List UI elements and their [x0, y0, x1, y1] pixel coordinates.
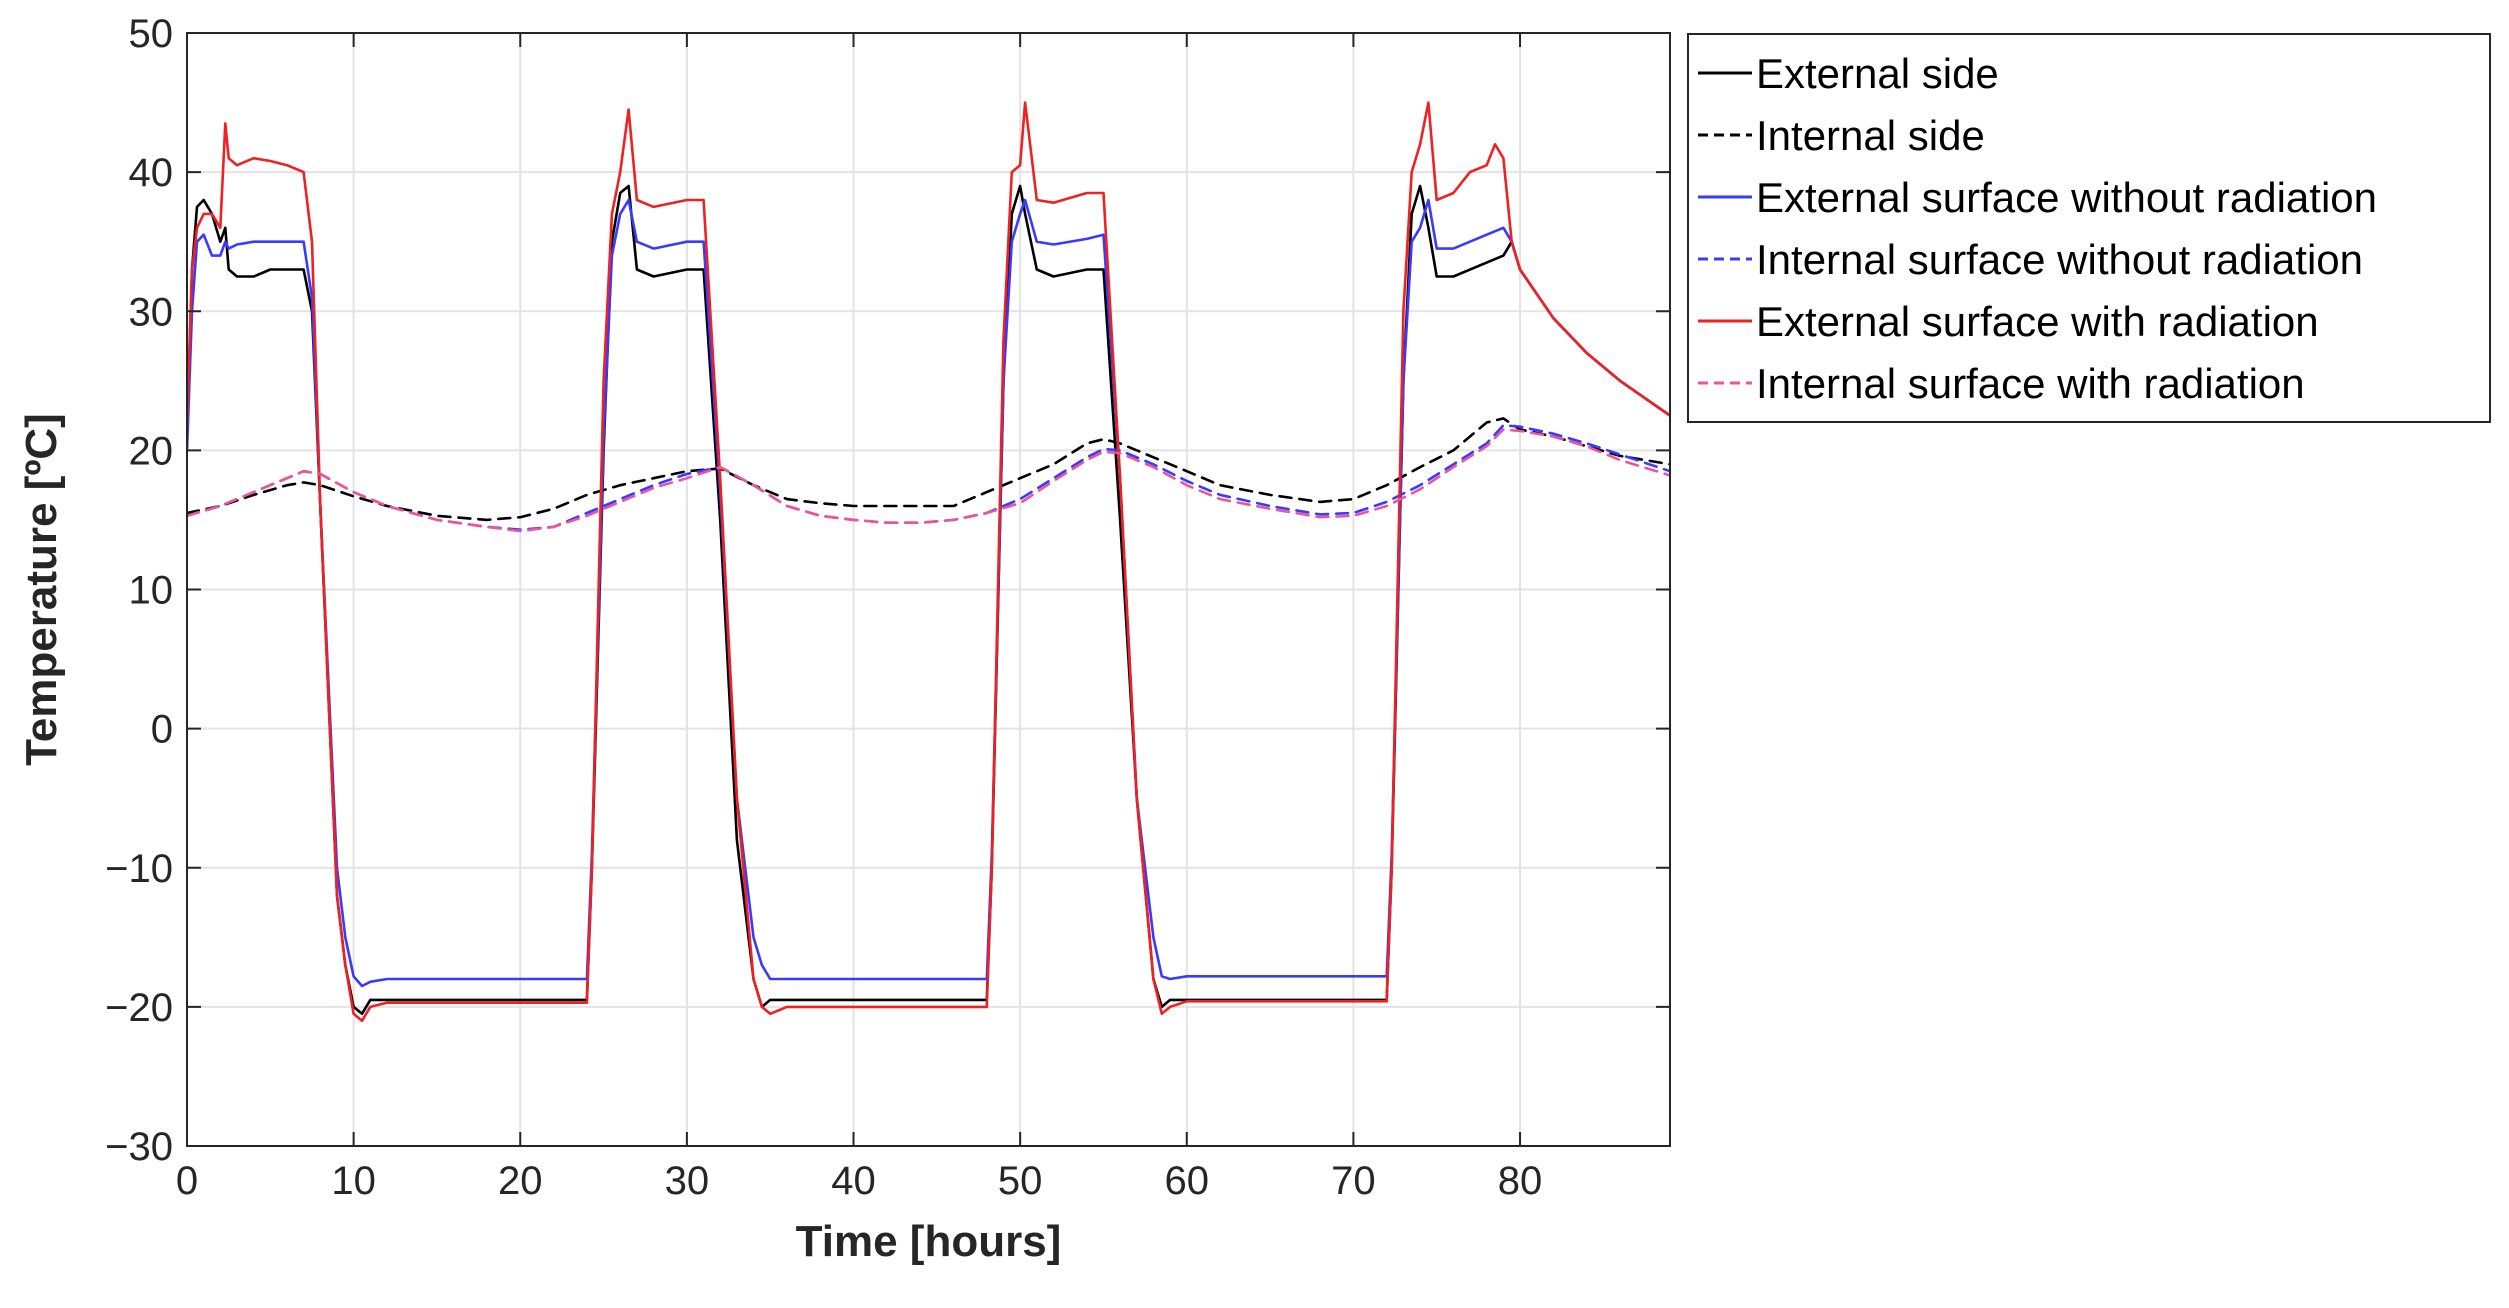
legend-label: Internal surface without radiation — [1756, 236, 2363, 283]
legend-label: External side — [1756, 50, 1999, 97]
y-tick-label: 30 — [129, 290, 174, 334]
y-tick-label: 10 — [129, 569, 174, 613]
y-tick-label: 0 — [151, 708, 173, 752]
legend-label: External surface with radiation — [1756, 298, 2319, 345]
legend-label: Internal side — [1756, 112, 1985, 159]
y-axis-title: Temperature [ºC] — [17, 413, 66, 766]
x-tick-label: 60 — [1165, 1159, 1210, 1203]
series-line-2 — [187, 417, 1670, 522]
legend-label: External surface without radiation — [1756, 174, 2377, 221]
y-tick-label: 20 — [129, 429, 174, 473]
legend-box — [1687, 33, 2491, 423]
legend: External side Internal side External surfa… — [1687, 33, 2491, 423]
series-line-3 — [187, 198, 1670, 988]
y-tick-label: 40 — [129, 151, 174, 195]
legend-item: Internal side — [1698, 112, 1985, 159]
y-tick-label: −10 — [105, 847, 173, 891]
x-tick-label: 20 — [498, 1159, 543, 1203]
legend-label: Internal surface with radiation — [1756, 360, 2305, 407]
y-tick-labels: −30 −20 −10 0 10 20 30 40 50 — [105, 12, 173, 1169]
y-tick-label: 50 — [129, 12, 174, 56]
series-line-5 — [187, 101, 1670, 1023]
series-line-1 — [187, 184, 1670, 1016]
legend-item: Internal surface without radiation — [1698, 236, 2363, 283]
legend-item: External surface without radiation — [1698, 174, 2377, 221]
series-line-4 — [187, 423, 1670, 532]
x-tick-label: 80 — [1498, 1159, 1543, 1203]
x-tick-label: 70 — [1331, 1159, 1376, 1203]
x-tick-labels: 0 10 20 30 40 50 60 70 80 — [176, 1159, 1542, 1203]
series-line-6 — [187, 428, 1670, 533]
legend-item: External side — [1698, 50, 1999, 97]
series-group — [187, 101, 1670, 1023]
y-tick-label: −20 — [105, 986, 173, 1030]
legend-item: Internal surface with radiation — [1698, 360, 2305, 407]
legend-item: External surface with radiation — [1698, 298, 2319, 345]
x-tick-label: 0 — [176, 1159, 198, 1203]
x-tick-label: 10 — [331, 1159, 376, 1203]
y-tick-label: −30 — [105, 1125, 173, 1169]
x-tick-label: 50 — [998, 1159, 1043, 1203]
x-axis-title: Time [hours] — [796, 1217, 1062, 1266]
axis-ticks — [186, 32, 1670, 1147]
x-tick-label: 30 — [665, 1159, 710, 1203]
x-tick-label: 40 — [831, 1159, 876, 1203]
